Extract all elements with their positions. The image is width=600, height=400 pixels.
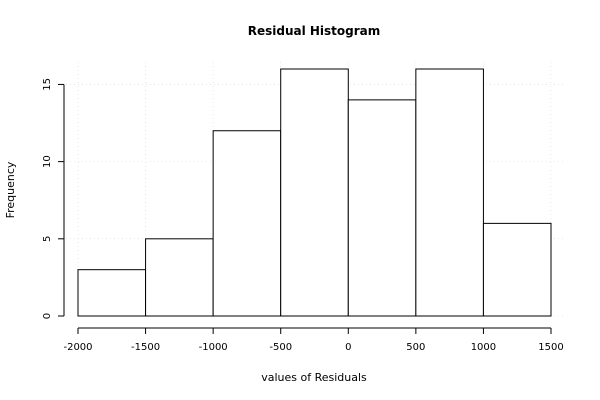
histogram-bar-0 bbox=[77, 269, 147, 317]
histogram-bar-2 bbox=[212, 130, 282, 317]
histogram-bar-5 bbox=[415, 68, 484, 317]
chart-title: Residual Histogram bbox=[248, 24, 381, 38]
y-tick-label: 0 bbox=[42, 313, 53, 319]
x-tick-label: -500 bbox=[269, 342, 292, 353]
x-tick-label: 500 bbox=[406, 342, 425, 353]
x-tick-label: 1000 bbox=[471, 342, 496, 353]
y-tick-label: 10 bbox=[42, 155, 53, 168]
x-axis-label: values of Residuals bbox=[261, 371, 367, 384]
y-axis: 0 5 10 15 bbox=[42, 78, 65, 319]
x-tick-label: -1500 bbox=[131, 342, 160, 353]
x-tick-label: -1000 bbox=[199, 342, 228, 353]
histogram-bar-1 bbox=[145, 238, 214, 317]
x-tick-label: 1500 bbox=[538, 342, 563, 353]
histogram-bar-6 bbox=[482, 222, 552, 317]
histogram-bar-4 bbox=[347, 99, 417, 317]
y-axis-label: Frequency bbox=[4, 161, 17, 218]
histogram-bar-3 bbox=[280, 68, 349, 317]
y-tick-label: 15 bbox=[42, 78, 53, 91]
x-tick-label: -2000 bbox=[63, 342, 92, 353]
bars bbox=[77, 68, 552, 317]
x-tick-label: 0 bbox=[345, 342, 351, 353]
y-tick-label: 5 bbox=[42, 236, 53, 242]
x-axis: -2000 -1500 -1000 -500 0 500 1000 1500 bbox=[63, 327, 564, 353]
